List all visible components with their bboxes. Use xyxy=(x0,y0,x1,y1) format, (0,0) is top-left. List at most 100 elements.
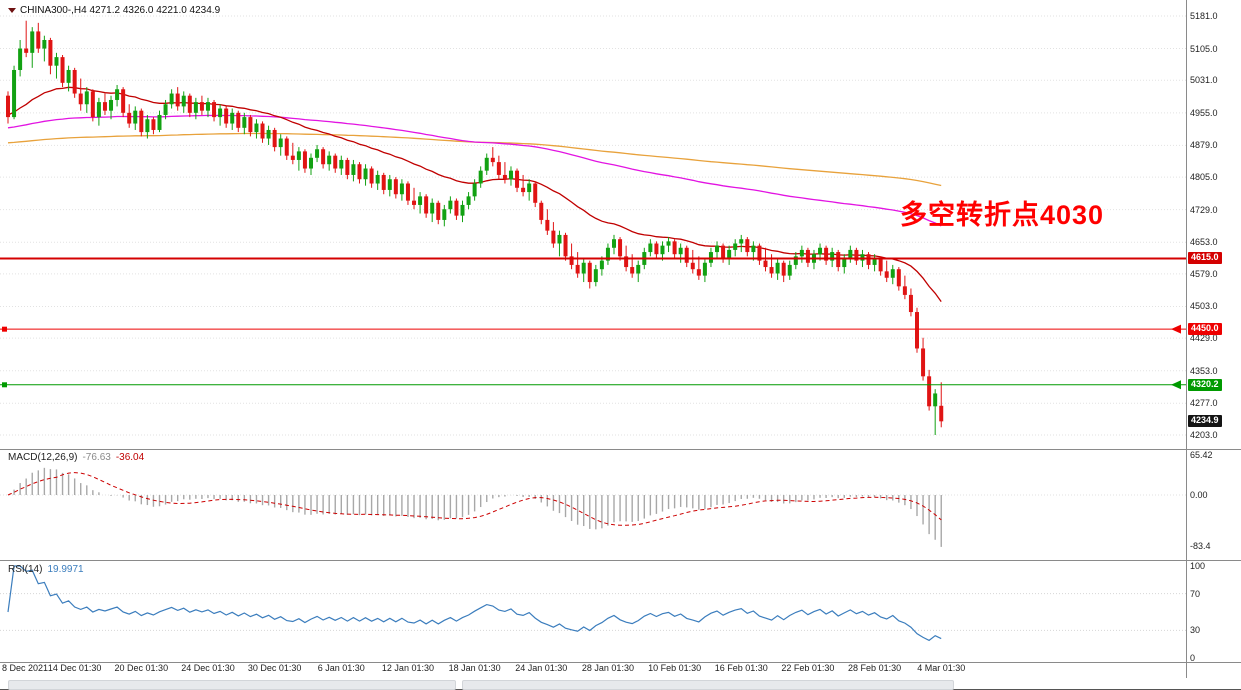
candle-body xyxy=(648,243,653,253)
rsi-axis-label: 0 xyxy=(1190,653,1196,663)
level-left-handle[interactable] xyxy=(2,326,7,332)
price-tick-label: 4579.0 xyxy=(1190,268,1218,279)
candle-body xyxy=(466,196,471,205)
candle-body xyxy=(96,102,101,118)
candle-body xyxy=(557,234,562,244)
candle-body xyxy=(763,260,768,268)
candle-body xyxy=(363,168,368,180)
candle-body xyxy=(315,149,320,158)
candle-body xyxy=(830,252,835,261)
time-label: 20 Dec 01:30 xyxy=(114,663,169,673)
candle-body xyxy=(84,91,89,105)
candle-body xyxy=(436,202,441,220)
candle-body xyxy=(575,264,580,274)
candle-body xyxy=(902,286,907,295)
candle-body xyxy=(109,99,114,111)
candle-body xyxy=(169,93,174,105)
candle-body xyxy=(696,269,701,276)
bottom-scrollbar-segment-right[interactable] xyxy=(462,680,954,690)
candle-body xyxy=(339,159,344,169)
candle-body xyxy=(351,164,356,175)
candle-body xyxy=(545,219,550,231)
price-tick-label: 4277.0 xyxy=(1190,398,1218,409)
candle-body xyxy=(442,209,447,220)
candle-body xyxy=(490,157,495,163)
price-tag-4615.0: 4615.0 xyxy=(1188,252,1222,265)
bottom-scrollbar-segment-left[interactable] xyxy=(8,680,456,690)
candle-body xyxy=(30,31,35,53)
candle-body xyxy=(127,112,132,124)
price-tag-4450.0: 4450.0 xyxy=(1188,323,1222,336)
candle-body xyxy=(781,262,786,276)
candle-body xyxy=(872,258,877,265)
candle-body xyxy=(163,104,168,115)
candle-body xyxy=(387,179,392,190)
candle-body xyxy=(133,110,138,124)
candle-body xyxy=(36,31,41,49)
candle-body xyxy=(284,138,289,156)
candle-body xyxy=(624,256,629,268)
time-label: 4 Mar 01:30 xyxy=(917,663,966,673)
symbol-marker-icon[interactable] xyxy=(8,8,16,13)
candle-body xyxy=(181,95,186,107)
candle-body xyxy=(805,249,810,263)
time-axis[interactable]: 8 Dec 2021 14 Dec 01:30 20 Dec 01:30 24 Dec… xyxy=(0,663,1186,677)
candle-body xyxy=(260,123,265,139)
time-label: 28 Jan 01:30 xyxy=(581,663,634,673)
candle-body xyxy=(157,114,162,130)
price-tick-label: 4429.0 xyxy=(1190,333,1218,344)
candle-body xyxy=(593,269,598,283)
ma-mid-magenta xyxy=(7,114,942,227)
candle-body xyxy=(799,249,804,257)
level-right-arrow-icon[interactable] xyxy=(1171,324,1181,334)
candle-body xyxy=(254,123,259,133)
candle-body xyxy=(666,241,671,246)
candle-body xyxy=(854,249,859,261)
candle-body xyxy=(551,230,556,244)
candle-body xyxy=(721,245,726,259)
candle-body xyxy=(175,93,180,107)
price-tick-label: 5181.0 xyxy=(1190,11,1218,21)
level-right-arrow-icon[interactable] xyxy=(1171,380,1181,390)
candle-body xyxy=(42,39,47,49)
price-axis[interactable]: 5181.0 5105.0 5031.0 4955.0 4879.0 4805.0 4729… xyxy=(1187,0,1241,690)
candle-body xyxy=(151,119,156,130)
price-tick-label: 4879.0 xyxy=(1190,140,1218,151)
candle-body xyxy=(472,183,477,197)
candle-body xyxy=(824,247,829,261)
time-label: 14 Dec 01:30 xyxy=(47,663,102,673)
candle-body xyxy=(290,155,295,160)
rsi-axis-label: 30 xyxy=(1190,625,1201,636)
candle-body xyxy=(60,57,65,83)
candle-body xyxy=(321,149,326,165)
candle-body xyxy=(745,239,750,253)
candle-body xyxy=(418,196,423,205)
candle-body xyxy=(496,162,501,175)
level-left-handle[interactable] xyxy=(2,382,7,388)
candle-body xyxy=(708,252,713,263)
candle-body xyxy=(145,119,150,133)
candle-body xyxy=(757,245,762,261)
candle-body xyxy=(921,348,926,377)
candle-body xyxy=(733,243,738,250)
candle-body xyxy=(90,91,95,118)
candle-body xyxy=(678,247,683,255)
candle-body xyxy=(927,376,932,407)
candle-body xyxy=(121,89,126,113)
candle-body xyxy=(302,151,307,169)
candle-body xyxy=(751,245,756,253)
candle-body xyxy=(12,69,17,118)
annotation-text[interactable]: 多空转折点4030 xyxy=(900,200,1105,230)
price-tick-label: 4805.0 xyxy=(1190,172,1218,183)
candle-body xyxy=(502,174,507,180)
candle-body xyxy=(72,69,77,94)
candle-body xyxy=(842,258,847,268)
candle-body xyxy=(18,48,23,70)
candle-body xyxy=(218,108,223,118)
time-label: 30 Dec 01:30 xyxy=(247,663,302,673)
candle-body xyxy=(6,95,10,118)
candle-body xyxy=(715,245,720,253)
candle-body xyxy=(654,243,659,255)
candle-body xyxy=(430,202,435,214)
